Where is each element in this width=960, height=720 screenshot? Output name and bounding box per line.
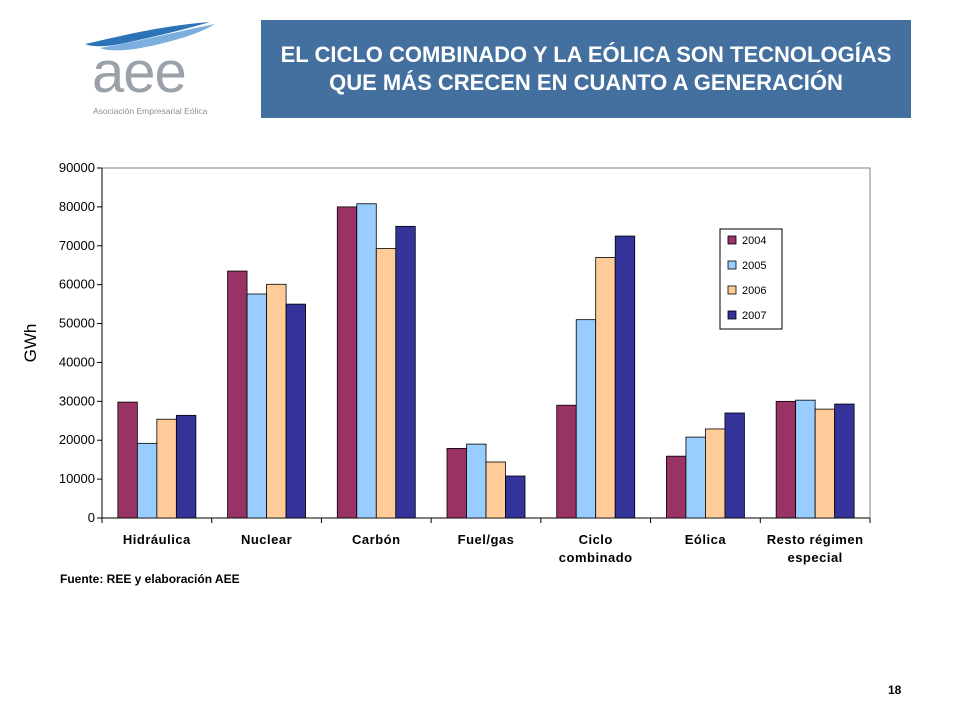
y-axis-label: GWh xyxy=(21,324,40,363)
y-tick-label: 80000 xyxy=(59,199,95,214)
bar-2006-3 xyxy=(485,461,506,519)
bar-2004-5 xyxy=(666,455,687,519)
legend-swatch-2005 xyxy=(727,260,737,270)
legend-label: 2005 xyxy=(742,260,766,272)
bar-2006-1 xyxy=(266,283,287,519)
y-tick-label: 60000 xyxy=(59,277,95,292)
bar-2005-5 xyxy=(685,436,706,519)
y-tick-label: 10000 xyxy=(59,471,95,486)
y-tick-label: 20000 xyxy=(59,432,95,447)
bar-2005-1 xyxy=(246,293,267,519)
swoosh-logo-icon xyxy=(85,22,215,51)
bar-2005-3 xyxy=(466,443,487,519)
page-number: 18 xyxy=(888,683,902,697)
bar-2006-0 xyxy=(156,418,177,519)
bar-2005-4 xyxy=(575,319,597,519)
legend-label: 2006 xyxy=(742,285,766,297)
logo-subtitle: Asociación Empresarial Eólica xyxy=(93,106,208,116)
y-tick-label: 30000 xyxy=(59,393,95,408)
legend-swatch-2006 xyxy=(727,285,737,295)
legend-swatch-2007 xyxy=(727,310,737,320)
bar-2004-4 xyxy=(556,404,577,519)
y-tick-label: 90000 xyxy=(59,160,95,175)
bar-2006-5 xyxy=(705,428,726,519)
bar-2004-3 xyxy=(446,447,467,519)
bar-2007-4 xyxy=(614,235,636,519)
bar-2006-2 xyxy=(375,248,397,519)
bar-2005-0 xyxy=(136,442,158,519)
y-tick-label: 50000 xyxy=(59,316,95,331)
x-tick-label: Carbón xyxy=(352,532,401,547)
bar-2005-6 xyxy=(795,399,816,519)
x-tick-label: Ciclo xyxy=(579,532,613,547)
x-tick-label: Hidráulica xyxy=(123,532,191,547)
legend-label: 2007 xyxy=(742,310,766,322)
bar-2007-3 xyxy=(505,475,526,519)
bar-2006-6 xyxy=(814,408,836,519)
bar-2005-2 xyxy=(356,203,377,519)
bar-2007-1 xyxy=(285,303,306,519)
bar-2004-0 xyxy=(117,401,138,519)
source-note: Fuente: REE y elaboración AEE xyxy=(60,572,240,586)
bar-2007-6 xyxy=(834,403,855,519)
slide-title-box: EL CICLO COMBINADO Y LA EÓLICA SON TECNO… xyxy=(261,20,911,118)
bar-2004-2 xyxy=(336,206,358,519)
legend-swatch-2004 xyxy=(727,235,737,245)
x-tick-label: Eólica xyxy=(685,532,727,547)
slide-title: EL CICLO COMBINADO Y LA EÓLICA SON TECNO… xyxy=(280,42,892,95)
legend-label: 2004 xyxy=(742,235,766,247)
bar-2004-1 xyxy=(227,270,248,519)
x-tick-label: Fuel/gas xyxy=(458,532,515,547)
y-tick-label: 0 xyxy=(88,510,95,525)
bar-2007-0 xyxy=(175,414,197,519)
y-tick-label: 40000 xyxy=(59,354,95,369)
bar-2006-4 xyxy=(595,257,616,519)
x-tick-label: especial xyxy=(787,550,842,565)
bar-2007-5 xyxy=(724,412,745,519)
x-tick-label: Nuclear xyxy=(241,532,292,547)
x-tick-label: combinado xyxy=(559,550,633,565)
logo-text: aee xyxy=(92,40,187,105)
bar-2007-2 xyxy=(395,225,416,519)
x-tick-label: Resto régimen xyxy=(767,532,864,547)
bar-2004-6 xyxy=(775,400,797,519)
y-tick-label: 70000 xyxy=(59,238,95,253)
